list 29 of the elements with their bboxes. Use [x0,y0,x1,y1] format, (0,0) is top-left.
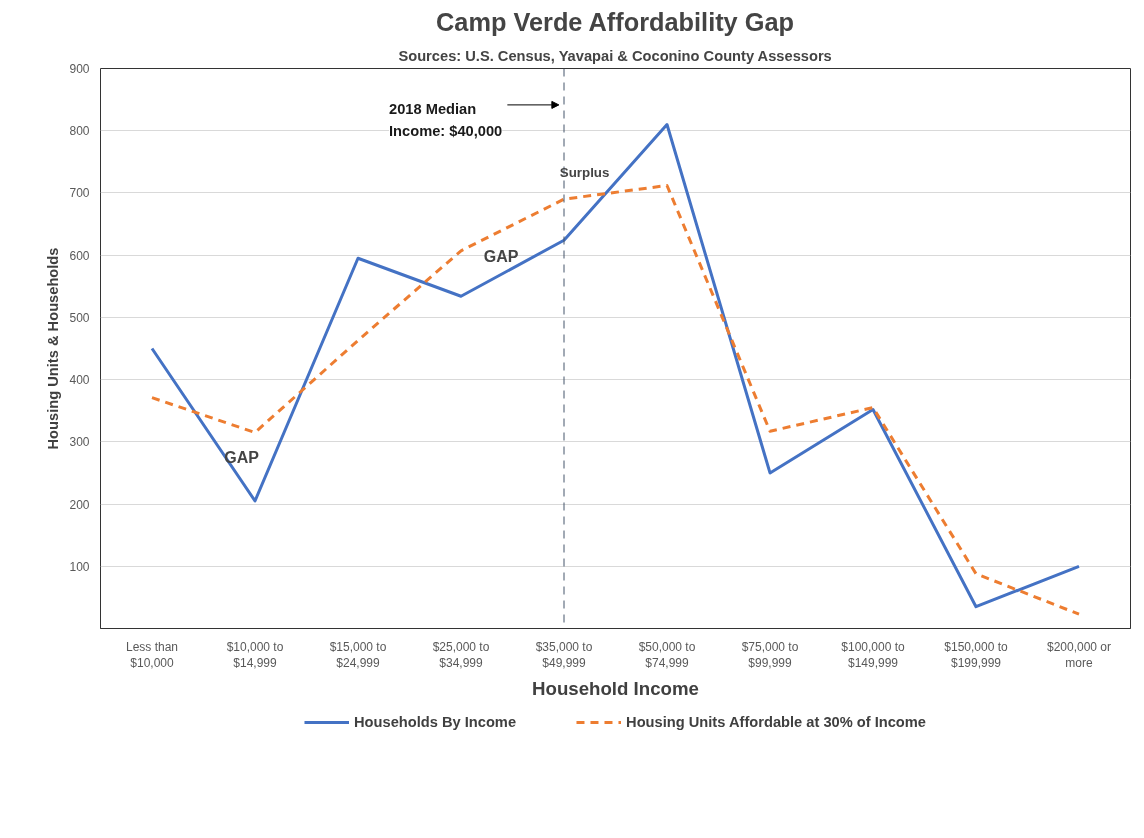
legend-label: Households By Income [353,714,517,730]
y-axis-title: Housing Units & Households [45,247,62,450]
y-tick-label: 200 [69,497,90,512]
annotation: Surplus [559,164,610,180]
y-tick-label: 700 [69,186,90,201]
y-tick-label: 900 [69,62,90,76]
x-tick-label: Less than $10,000 [125,639,179,671]
x-tick-label: $75,000 to $99,999 [741,639,799,671]
x-tick-label: $35,000 to $49,999 [535,639,593,671]
legend-label: Housing Units Affordable at 30% of Income [626,714,927,730]
annotation: GAP [483,247,519,265]
x-tick-label: $50,000 to $74,999 [638,639,696,671]
chart-title: Camp Verde Affordability Gap [436,7,795,36]
y-tick-label: 400 [69,373,90,388]
y-tick-label: 800 [69,124,90,139]
y-tick-label: 100 [69,559,90,574]
annotation: GAP [224,449,260,467]
x-tick-label: $10,000 to $14,999 [226,639,284,671]
x-tick-label: $25,000 to $34,999 [432,639,490,671]
x-tick-label: $200,000 or more [1046,639,1112,671]
x-axis-title: Household Income [532,678,699,700]
y-tick-label: 300 [69,435,90,450]
x-tick-label: $150,000 to $199,999 [944,639,1009,671]
y-tick-label: 600 [69,248,90,263]
x-tick-label: $15,000 to $24,999 [329,639,387,671]
ref-line-label: 2018 Median Income: $40,000 [389,100,503,139]
chart-subtitle: Sources: U.S. Census, Yavapai & Coconino County Assessors [398,47,832,64]
x-tick-label: $100,000 to $149,999 [841,639,906,671]
y-tick-label: 500 [69,310,90,325]
